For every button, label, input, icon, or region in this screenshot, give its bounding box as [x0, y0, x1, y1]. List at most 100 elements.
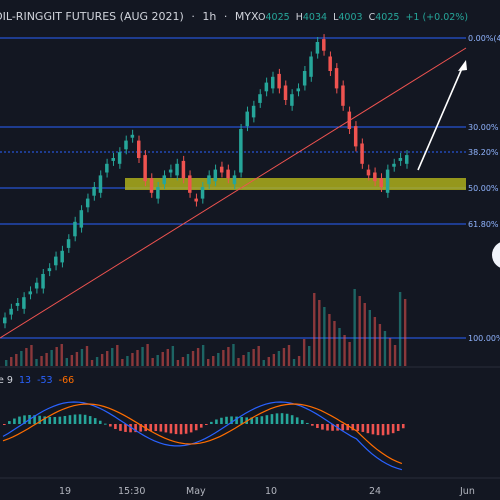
volume-bar	[393, 345, 397, 366]
macd-histogram-bar	[366, 424, 370, 434]
candle-body	[28, 291, 33, 295]
candle-body	[66, 239, 71, 248]
symbol-name: OIL-RINGGIT FUTURES (AUG 2021)	[0, 10, 184, 23]
volume-bar	[368, 310, 371, 366]
macd-histogram-bar	[179, 424, 183, 435]
volume-bar	[318, 300, 321, 366]
high-value: 4034	[303, 12, 327, 23]
candle-body	[277, 73, 281, 89]
indicator-name: e 9	[0, 375, 13, 386]
volume-bar	[5, 360, 8, 366]
macd-histogram-bar	[331, 424, 334, 431]
candle-body	[353, 126, 358, 147]
volume-bar	[358, 296, 361, 366]
candle-body	[124, 140, 128, 150]
macd-histogram-bar	[321, 424, 324, 430]
candle-body	[296, 88, 301, 92]
macd-histogram-bar	[38, 415, 41, 424]
x-tick-label: May	[186, 486, 206, 497]
volume-bar	[50, 350, 53, 366]
candle-body	[405, 155, 409, 164]
x-tick-label: 10	[265, 486, 277, 497]
candle-body	[251, 105, 256, 118]
volume-bar	[262, 360, 265, 366]
macd-histogram-bar	[48, 416, 52, 424]
volume-bar	[156, 355, 159, 366]
volume-bar	[287, 345, 291, 366]
macd-histogram-bar	[78, 414, 82, 424]
candle-body	[334, 68, 339, 89]
separator-dot: ·	[191, 10, 195, 23]
volume-bar	[176, 360, 180, 366]
candle-body	[207, 175, 211, 185]
macd-histogram-bar	[265, 415, 269, 424]
macd-histogram-bar	[18, 416, 21, 424]
macd-histogram-bar	[149, 424, 153, 431]
candle-body	[137, 140, 141, 158]
macd-histogram-bar	[326, 424, 329, 431]
candle-body	[175, 163, 179, 176]
trendline[interactable]	[0, 47, 467, 339]
scroll-button[interactable]	[492, 241, 500, 269]
macd-histogram-bar	[164, 424, 168, 433]
low-label: L	[333, 12, 339, 23]
volume-bar	[328, 314, 331, 366]
macd-line	[2, 401, 403, 471]
volume-bar	[25, 348, 28, 366]
candle-body	[111, 158, 115, 161]
volume-bar	[136, 350, 139, 366]
candle-body	[283, 85, 288, 100]
volume-bar	[75, 352, 79, 366]
indicator-legend: e 9 13 -53 -66	[0, 375, 74, 386]
macd-histogram-bar	[346, 424, 349, 431]
candle-body	[213, 169, 218, 182]
macd-histogram-bar	[351, 424, 355, 431]
macd-histogram-bar	[371, 424, 375, 435]
macd-histogram-bar	[8, 421, 11, 424]
signal-value: -53	[37, 375, 53, 386]
macd-histogram-bar	[83, 414, 87, 424]
interval: 1h	[202, 10, 216, 23]
candle-body	[219, 166, 224, 173]
volume-bar	[90, 360, 94, 366]
volume-bar	[40, 356, 43, 366]
volume-bar	[353, 289, 356, 366]
close-label: C	[369, 12, 376, 23]
candle-body	[341, 85, 345, 106]
macd-histogram-bar	[396, 424, 400, 431]
candle-body	[168, 169, 173, 173]
macd-histogram-bar	[240, 417, 243, 424]
volume-bar	[171, 346, 175, 366]
volume-bar	[227, 347, 230, 366]
macd-histogram-bar	[290, 415, 294, 424]
candle-body	[22, 297, 26, 309]
volume-bar	[85, 346, 89, 366]
volume-bar	[60, 344, 63, 366]
macd-histogram-bar	[295, 417, 299, 424]
candle-body	[9, 308, 13, 315]
volume-bar	[186, 354, 190, 366]
support-zone[interactable]	[125, 178, 466, 190]
macd-histogram-bar	[68, 415, 72, 424]
candle-body	[156, 187, 160, 199]
volume-bars	[5, 289, 407, 366]
volume-bar	[297, 356, 301, 366]
volume-bar	[282, 348, 286, 366]
up-arrow[interactable]	[417, 60, 467, 171]
macd-histogram-bar	[230, 416, 233, 424]
volume-bar	[212, 356, 215, 366]
macd-histogram-bar	[184, 424, 188, 434]
macd-histogram-bar	[316, 424, 319, 428]
candle-body	[232, 175, 237, 185]
volume-bar	[146, 344, 149, 366]
macd-histogram-bar	[73, 414, 77, 424]
candle-body	[258, 94, 262, 103]
volume-bar	[313, 293, 316, 366]
macd-histogram-bar	[169, 424, 173, 434]
volume-bar	[277, 351, 281, 366]
volume-bar	[348, 342, 351, 366]
x-tick-label: 15:30	[118, 486, 145, 497]
macd-histogram-bar	[280, 413, 284, 424]
macd-histogram-bar	[33, 415, 36, 424]
